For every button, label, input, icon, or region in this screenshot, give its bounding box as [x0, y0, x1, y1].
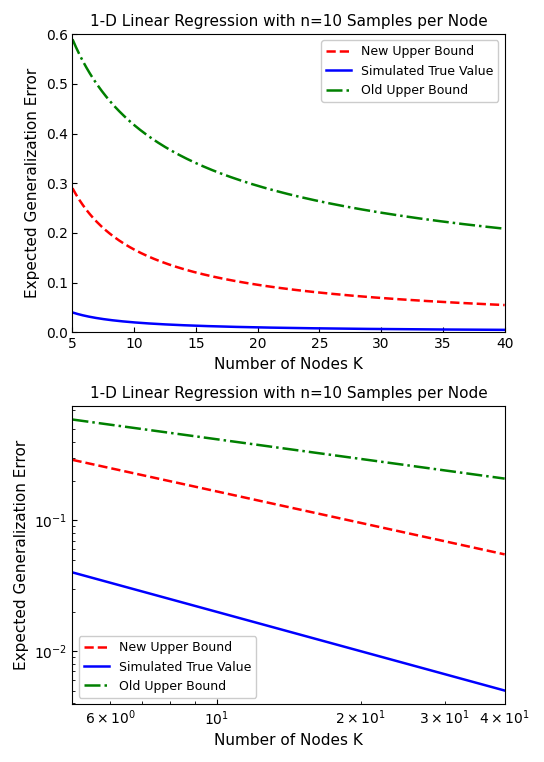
Old Upper Bound [277, 187, 283, 197]
New Upper Bound [411, 530, 417, 539]
Simulated True Value [466, 676, 472, 685]
Title: 1-D Linear Regression with n=10 Samples per Node: 1-D Linear Regression with n=10 Samples … [90, 14, 487, 29]
Simulated True Value [411, 661, 417, 671]
Simulated True Value [423, 325, 430, 334]
New Upper Bound [375, 522, 382, 531]
Simulated True Value [275, 323, 281, 332]
Old Upper Bound [374, 456, 380, 466]
Line: Simulated True Value: Simulated True Value [72, 312, 505, 330]
New Upper Bound [69, 184, 76, 193]
Simulated True Value [69, 308, 76, 317]
New Upper Bound [275, 283, 281, 293]
Old Upper Bound [497, 473, 504, 482]
New Upper Bound [374, 522, 380, 531]
Simulated True Value [326, 324, 333, 333]
Y-axis label: Expected Generalization Error: Expected Generalization Error [14, 440, 29, 670]
New Upper Bound [491, 300, 498, 309]
Line: New Upper Bound: New Upper Bound [72, 188, 505, 305]
Line: Simulated True Value: Simulated True Value [72, 572, 505, 690]
New Upper Bound [497, 549, 504, 558]
Old Upper Bound [502, 224, 508, 233]
New Upper Bound [303, 287, 310, 296]
Old Upper Bound [411, 462, 417, 471]
New Upper Bound [423, 296, 430, 306]
New Upper Bound [502, 300, 508, 309]
Old Upper Bound [491, 223, 498, 232]
Line: New Upper Bound: New Upper Bound [72, 459, 505, 555]
Line: Old Upper Bound: Old Upper Bound [72, 420, 505, 479]
New Upper Bound [395, 527, 401, 536]
Old Upper Bound [326, 199, 333, 208]
New Upper Bound [326, 289, 333, 298]
Old Upper Bound [423, 215, 430, 224]
Old Upper Bound [375, 457, 382, 466]
Simulated True Value [374, 651, 380, 660]
New Upper Bound [277, 283, 283, 293]
Old Upper Bound [466, 469, 472, 479]
Old Upper Bound [275, 187, 281, 196]
Legend: New Upper Bound, Simulated True Value, Old Upper Bound: New Upper Bound, Simulated True Value, O… [321, 40, 498, 102]
Simulated True Value [502, 325, 508, 335]
Old Upper Bound [502, 474, 508, 483]
X-axis label: Number of Nodes K: Number of Nodes K [214, 357, 363, 372]
Old Upper Bound [303, 194, 310, 203]
Simulated True Value [277, 323, 283, 332]
New Upper Bound [466, 542, 472, 551]
X-axis label: Number of Nodes K: Number of Nodes K [214, 733, 363, 748]
Simulated True Value [497, 685, 504, 694]
Simulated True Value [375, 652, 382, 661]
Simulated True Value [491, 325, 498, 335]
Simulated True Value [69, 568, 76, 577]
Simulated True Value [502, 686, 508, 695]
Simulated True Value [303, 324, 310, 333]
Old Upper Bound [69, 35, 76, 44]
New Upper Bound [502, 550, 508, 559]
Simulated True Value [395, 657, 401, 666]
New Upper Bound [69, 455, 76, 464]
Old Upper Bound [69, 415, 76, 424]
Title: 1-D Linear Regression with n=10 Samples per Node: 1-D Linear Regression with n=10 Samples … [90, 386, 487, 401]
Old Upper Bound [395, 459, 401, 469]
Line: Old Upper Bound: Old Upper Bound [72, 40, 505, 229]
Legend: New Upper Bound, Simulated True Value, Old Upper Bound: New Upper Bound, Simulated True Value, O… [79, 636, 256, 698]
Y-axis label: Expected Generalization Error: Expected Generalization Error [25, 68, 40, 299]
